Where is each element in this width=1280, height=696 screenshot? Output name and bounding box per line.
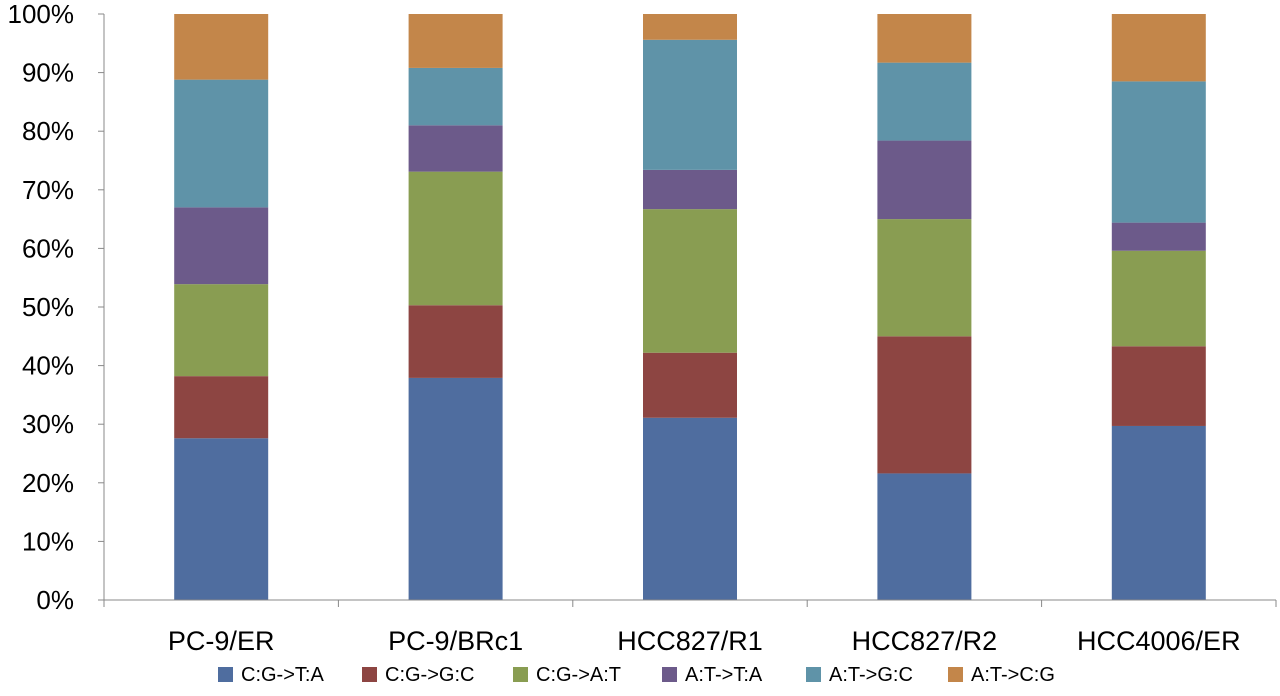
bar-segment	[408, 171, 503, 306]
bar-segment	[408, 305, 503, 378]
y-tick-label: 30%	[22, 409, 74, 439]
bar-segment	[1111, 250, 1206, 347]
bar-segment	[643, 14, 737, 40]
bar-segment	[877, 336, 972, 474]
bar-segment	[408, 14, 503, 68]
legend-label: C:G->A:T	[536, 664, 621, 686]
y-tick-label: 100%	[8, 0, 75, 29]
legend-swatch	[948, 667, 963, 682]
y-tick-label: 0%	[36, 585, 74, 615]
bar-segment	[174, 376, 269, 439]
x-tick-label: HCC4006/ER	[1077, 626, 1241, 656]
bar-segment	[1111, 81, 1206, 223]
legend-label: A:T->C:G	[971, 664, 1055, 686]
bar-segment	[174, 284, 269, 377]
legend-label: C:G->G:C	[385, 664, 474, 686]
bar-segment	[1111, 346, 1206, 426]
y-tick-label: 20%	[22, 468, 74, 498]
bar-segment	[877, 140, 972, 220]
bar-segment	[408, 377, 503, 600]
bar-segment	[643, 209, 737, 353]
bar-segment	[174, 79, 269, 208]
x-tick-label: PC-9/BRc1	[388, 626, 523, 656]
bar-segment	[877, 14, 972, 63]
legend-swatch	[218, 667, 233, 682]
legend-label: A:T->T:A	[685, 664, 763, 686]
legend-swatch	[513, 667, 528, 682]
bar-segment	[643, 169, 737, 210]
legend-swatch	[362, 667, 377, 682]
bar-segment	[174, 207, 269, 285]
legend-label: C:G->T:A	[241, 664, 324, 686]
bar-segment	[877, 219, 972, 337]
bar-segment	[643, 417, 737, 600]
x-tick-label: PC-9/ER	[168, 626, 275, 656]
bar-segment	[408, 67, 503, 126]
bar-segment	[174, 438, 269, 600]
bar-segment	[408, 125, 503, 172]
bar-segment	[877, 62, 972, 141]
bar-segment	[1111, 222, 1206, 251]
legend-swatch	[662, 667, 677, 682]
y-tick-label: 90%	[22, 58, 74, 88]
bar-segment	[643, 39, 737, 170]
y-tick-label: 60%	[22, 233, 74, 263]
bar-segment	[174, 14, 269, 80]
bar-segment	[1111, 425, 1206, 600]
x-tick-label: HCC827/R1	[617, 626, 763, 656]
bar-segment	[643, 352, 737, 418]
legend-swatch	[806, 667, 821, 682]
y-tick-label: 70%	[22, 175, 74, 205]
legend-label: A:T->G:C	[829, 664, 913, 686]
x-tick-label: HCC827/R2	[852, 626, 998, 656]
y-tick-label: 10%	[22, 526, 74, 556]
bar-segment	[1111, 14, 1206, 82]
y-tick-label: 40%	[22, 351, 74, 381]
bar-segment	[877, 473, 972, 600]
y-tick-label: 50%	[22, 292, 74, 322]
y-tick-label: 80%	[22, 116, 74, 146]
